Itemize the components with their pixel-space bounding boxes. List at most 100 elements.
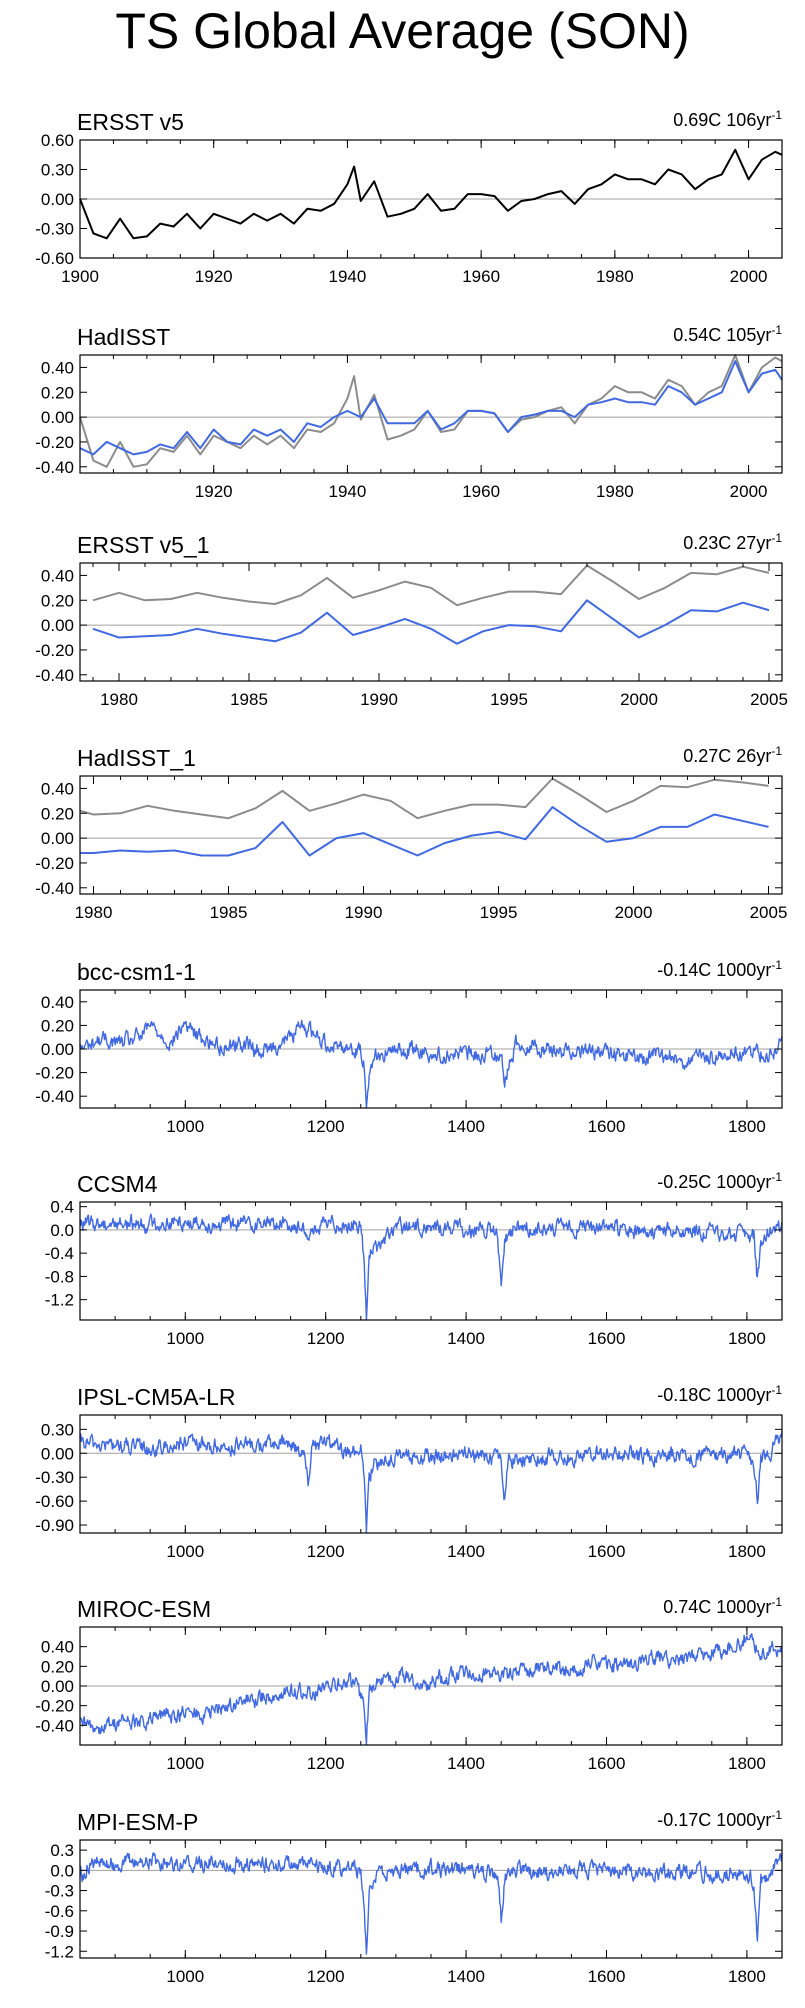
series-line-model [79,1213,783,1321]
trend-label: 0.54C 105yr-1 [673,323,782,345]
y-tick-label: -0.6 [45,1902,74,1921]
series-line-model [79,1633,783,1746]
x-tick-label: 1200 [307,1117,345,1136]
y-tick-label: 0.30 [41,1420,74,1439]
y-tick-label: -0.20 [35,433,74,452]
x-tick-label: 1200 [307,1967,345,1986]
x-tick-label: 1980 [100,690,138,709]
x-tick-label: 1985 [210,903,248,922]
series-line-reference [79,777,769,820]
x-tick-label: 1400 [447,1542,485,1561]
x-tick-label: 1960 [462,267,500,286]
x-tick-label: 2000 [730,482,768,501]
plot-frame [79,354,783,474]
trend-label: 0.27C 26yr-1 [683,744,782,766]
y-tick-label: 0.20 [41,1657,74,1676]
chart-panel-2: ERSST v5_1 0.23C 27yr-1 0.40 0.20 0.00 -0.20 -… [35,531,788,709]
page-title: TS Global Average (SON) [115,3,690,59]
x-tick-label: 1995 [490,690,528,709]
panel-title: MPI-ESM-P [77,1809,198,1835]
panel-title: bcc-csm1-1 [77,959,196,985]
y-tick-label: 0.40 [41,993,74,1012]
x-tick-label: 1200 [307,1329,345,1348]
y-tick-label: 0.20 [41,1016,74,1035]
y-tick-label: 0.20 [41,804,74,823]
panel-title: ERSST v5 [77,109,184,135]
x-tick-label: 1400 [447,1117,485,1136]
y-tick-label: -0.60 [35,1492,74,1511]
y-tick-label: -0.3 [45,1882,74,1901]
plot-frame [79,1414,783,1534]
chart-panel-0: ERSST v5 0.69C 106yr-1 0.60 0.30 0.00 -0.30 -0… [35,108,783,286]
x-tick-label: 1200 [307,1754,345,1773]
x-tick-label: 1600 [588,1117,626,1136]
trend-label: 0.23C 27yr-1 [683,531,782,553]
x-tick-label: 1400 [447,1967,485,1986]
x-tick-label: 1600 [588,1542,626,1561]
y-tick-label: -0.40 [35,879,74,898]
series-line-model [79,1430,783,1534]
y-tick-label: 0.00 [41,616,74,635]
y-tick-label: 0.40 [41,566,74,585]
y-tick-label: -0.30 [35,220,74,239]
panel-title: HadISST_1 [77,745,196,771]
trend-label: -0.14C 1000yr-1 [657,958,782,980]
x-tick-label: 1985 [230,690,268,709]
x-tick-label: 1800 [728,1329,766,1348]
y-tick-label: -0.9 [45,1922,74,1941]
chart-panel-4: bcc-csm1-1 -0.14C 1000yr-1 0.40 0.20 0.00 -0.… [35,958,783,1136]
x-tick-label: 1000 [166,1117,204,1136]
x-tick-label: 1000 [166,1329,204,1348]
x-tick-label: 1800 [728,1967,766,1986]
x-tick-label: 1900 [61,267,99,286]
y-tick-label: -0.40 [35,666,74,685]
x-tick-label: 1960 [462,482,500,501]
x-tick-label: 1800 [728,1542,766,1561]
x-tick-label: 2000 [730,267,768,286]
y-tick-label: 0.4 [50,1198,74,1217]
y-tick-label: 0.00 [41,1677,74,1696]
panel-title: HadISST [77,324,170,350]
y-tick-label: 0.20 [41,591,74,610]
chart-panel-1: HadISST 0.54C 105yr-1 0.40 0.20 0.00 -0.20 -0.… [35,323,783,501]
y-tick-label: 0.00 [41,1444,74,1463]
x-tick-label: 1940 [329,482,367,501]
chart-panel-3: HadISST_1 0.27C 26yr-1 0.40 0.20 0.00 -0.20 -0… [35,744,787,922]
x-tick-label: 1920 [195,482,233,501]
x-tick-label: 1800 [728,1754,766,1773]
y-tick-label: -0.40 [35,1087,74,1106]
trend-label: -0.18C 1000yr-1 [657,1383,782,1405]
y-tick-label: 0.00 [41,829,74,848]
panel-title: MIROC-ESM [77,1596,211,1622]
y-tick-label: -0.60 [35,249,74,268]
x-tick-label: 1920 [195,267,233,286]
panel-title: IPSL-CM5A-LR [77,1384,235,1410]
series-line-reference [92,564,770,607]
y-tick-label: -0.30 [35,1468,74,1487]
x-tick-label: 1400 [447,1754,485,1773]
y-tick-label: 0.40 [41,779,74,798]
x-tick-label: 1995 [480,903,518,922]
trend-label: 0.69C 106yr-1 [673,108,782,130]
y-tick-label: -1.2 [45,1942,74,1961]
series-line-reference [79,354,783,468]
y-tick-label: -0.90 [35,1516,74,1535]
x-tick-label: 1400 [447,1329,485,1348]
series-line-model [92,599,770,645]
y-tick-label: -0.4 [45,1244,74,1263]
y-tick-label: -0.20 [35,1697,74,1716]
x-tick-label: 1000 [166,1754,204,1773]
chart-panel-6: IPSL-CM5A-LR -0.18C 1000yr-1 0.30 0.00 -0.30… [35,1383,783,1561]
y-tick-label: -0.20 [35,641,74,660]
x-tick-label: 1600 [588,1967,626,1986]
y-tick-label: 0.40 [41,358,74,377]
y-tick-label: 0.20 [41,383,74,402]
plot-frame [79,775,783,895]
panel-title: ERSST v5_1 [77,532,210,558]
series-line-observed [79,148,783,240]
y-tick-label: 0.0 [50,1221,74,1240]
x-tick-label: 1200 [307,1542,345,1561]
series-line-model [80,806,769,857]
chart-panel-8: MPI-ESM-P -0.17C 1000yr-1 0.30.0 -0.3-0.6-0… [45,1808,783,1986]
